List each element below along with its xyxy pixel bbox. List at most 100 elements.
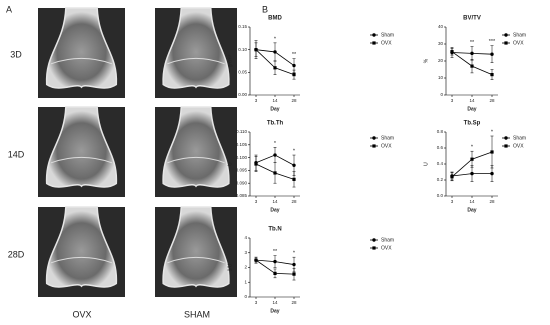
legend-marker — [372, 144, 376, 148]
y-tick-label: 0.090 — [236, 180, 248, 185]
y-tick-label: 0.6 — [437, 145, 444, 150]
point — [292, 262, 296, 267]
x-tick-label: 28 — [489, 98, 495, 103]
y-tick-label: 0.095 — [236, 168, 248, 173]
point — [273, 271, 277, 275]
ct-images — [38, 7, 237, 297]
y-tick-label: 2 — [244, 265, 247, 270]
significance-label: * — [293, 251, 296, 257]
growth-plate — [167, 57, 225, 65]
x-axis-label: Day — [270, 106, 279, 112]
y-tick-label: 0 — [440, 92, 443, 97]
legend-marker — [504, 136, 508, 140]
y-tick-label: 0.2 — [437, 177, 444, 182]
column-label: OVX — [72, 309, 91, 319]
point — [273, 171, 277, 175]
row-label: 3D — [10, 49, 22, 59]
x-axis-label: Day — [270, 207, 279, 213]
legend-marker — [372, 33, 376, 37]
legend-marker — [372, 238, 376, 242]
legend-marker — [372, 246, 376, 250]
growth-plate — [167, 156, 225, 164]
legend-marker — [372, 136, 376, 140]
point — [273, 66, 277, 70]
x-tick-label: 3 — [255, 199, 258, 204]
point — [273, 259, 277, 264]
x-tick-label: 14 — [272, 98, 278, 103]
bone-shape — [45, 106, 118, 188]
row-label: 28D — [8, 249, 25, 259]
x-tick-label: 14 — [469, 98, 475, 103]
legend-label: OVX — [381, 40, 392, 46]
point — [490, 52, 494, 56]
y-tick-label: 20 — [438, 58, 444, 63]
y-axis-label: 1/U — [227, 263, 233, 271]
point — [292, 163, 296, 167]
y-tick-label: 0.15 — [238, 24, 247, 29]
chart-title: Tb.Th — [267, 121, 284, 127]
point — [273, 50, 277, 54]
chart-title: BMD — [268, 16, 282, 22]
point — [273, 153, 277, 157]
chart-title: BV/TV — [463, 16, 481, 22]
point — [292, 73, 296, 77]
significance-label: ** — [273, 249, 278, 255]
point — [254, 258, 258, 262]
legend-label: OVX — [513, 40, 524, 46]
x-tick-label: 14 — [272, 199, 278, 204]
legend-marker — [504, 33, 508, 37]
x-axis-label: Day — [270, 308, 279, 314]
bone-shape — [162, 7, 230, 89]
growth-plate — [50, 156, 113, 164]
significance-label: * — [491, 129, 494, 135]
bone-shape — [162, 206, 230, 288]
point — [450, 175, 454, 179]
y-axis-label: U — [227, 162, 233, 166]
column-label: SHAM — [184, 309, 210, 319]
legend-marker — [372, 41, 376, 45]
y-tick-label: 0.0 — [437, 193, 444, 198]
x-tick-label: 3 — [255, 98, 258, 103]
point — [292, 63, 296, 68]
x-tick-label: 28 — [291, 98, 297, 103]
x-tick-label: 3 — [451, 199, 454, 204]
significance-label: *** — [489, 39, 496, 45]
y-tick-label: 40 — [438, 24, 444, 29]
bone-shape — [45, 7, 118, 89]
legend-label: Sham — [381, 237, 394, 243]
legend-label: OVX — [381, 143, 392, 149]
y-tick-label: 0.100 — [236, 155, 248, 160]
significance-label: ** — [292, 52, 297, 58]
x-tick-label: 3 — [255, 300, 258, 305]
point — [490, 73, 494, 77]
point — [490, 171, 494, 176]
significance-label: * — [471, 145, 474, 151]
y-tick-label: 4 — [244, 235, 247, 240]
legend-marker — [504, 41, 508, 45]
point — [254, 48, 258, 52]
y-tick-label: 0.8 — [437, 129, 444, 134]
point — [470, 157, 474, 161]
point — [470, 51, 474, 56]
x-tick-label: 14 — [272, 300, 278, 305]
growth-plate — [167, 256, 225, 264]
y-tick-label: 30 — [438, 41, 444, 46]
bone-shape — [45, 206, 118, 288]
significance-label: * — [293, 148, 296, 154]
point — [470, 171, 474, 176]
bone-shape — [162, 106, 230, 188]
point — [450, 50, 454, 54]
x-tick-label: 28 — [291, 199, 297, 204]
y-tick-label: 0.10 — [238, 47, 247, 52]
growth-plate — [50, 57, 113, 65]
legend-marker — [504, 144, 508, 148]
growth-plate — [50, 256, 113, 264]
significance-label: ** — [470, 40, 475, 46]
chart-title: Tb.Sp — [464, 121, 481, 127]
panel-label: A — [6, 4, 12, 14]
y-tick-label: 0.105 — [236, 142, 248, 147]
y-axis-label: g/cm³ — [227, 54, 233, 67]
y-tick-label: 0 — [244, 294, 247, 299]
point — [292, 177, 296, 181]
